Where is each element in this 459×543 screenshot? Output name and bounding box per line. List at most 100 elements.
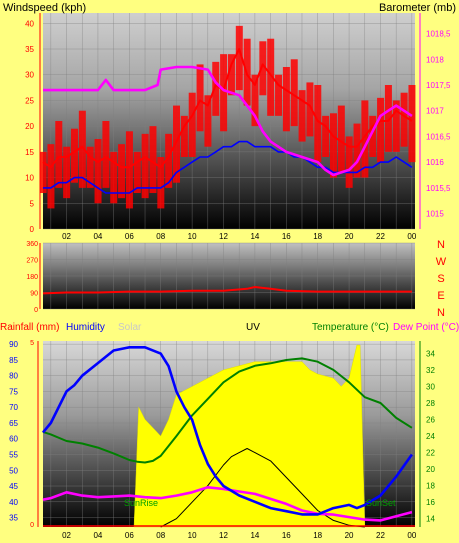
gust-bar [384, 85, 392, 152]
gust-bar [39, 151, 47, 193]
temperature-tick-label: 26 [426, 416, 435, 425]
legend-entry: Solar [118, 322, 142, 333]
temperature-tick-label: 24 [426, 432, 435, 441]
solar-area [133, 344, 366, 528]
rain-tick-label: 5 [30, 340, 34, 347]
barometer-tick-label: 1015 [426, 210, 444, 219]
gust-bar [110, 151, 118, 204]
x-tick-label: 02 [62, 531, 71, 540]
sunrise-annotation: SunRise [124, 498, 158, 508]
rain-axis-ticks: 05 [30, 340, 39, 529]
x-tick-label: 16 [282, 232, 291, 241]
barometer-tick-label: 1016 [426, 158, 444, 167]
x-tick-label: 16 [282, 531, 291, 540]
x-tick-label: 10 [188, 531, 197, 540]
humidity-tick-label: 50 [9, 466, 18, 475]
wind-series [39, 25, 416, 209]
windspeed-tick-label: 0 [30, 225, 35, 234]
direction-series [42, 286, 412, 295]
gust-bar [86, 146, 94, 188]
x-tick-label: 22 [376, 531, 385, 540]
x-tick-label: 18 [313, 531, 322, 540]
humidity-tick-label: 75 [9, 387, 18, 396]
gust-bar [267, 38, 275, 116]
gust-bar [377, 97, 385, 163]
windspeed-tick-label: 40 [25, 19, 34, 28]
gust-bar [290, 59, 298, 127]
x-tick-label: 12 [219, 531, 228, 540]
x-tick-label: 06 [125, 232, 134, 241]
gust-bar [235, 25, 243, 91]
rain-tick-label: 0 [30, 522, 34, 529]
gust-bar [322, 115, 330, 157]
legend-entry: Humidity [66, 322, 105, 333]
windspeed-axis-label: Windspeed (kph) [3, 2, 86, 14]
legend-entry: Temperature (°C) [312, 322, 389, 333]
gust-bar [55, 121, 63, 188]
climate-legend: Rainfall (mm) Humidity Solar UV Temperature … [0, 322, 459, 333]
humidity-tick-label: 90 [9, 340, 18, 349]
barometer-line [43, 65, 413, 177]
windspeed-tick-label: 10 [25, 174, 34, 183]
gust-bar [118, 144, 126, 199]
compass-label: E [437, 290, 444, 302]
humidity-tick-label: 85 [9, 356, 18, 365]
gust-bar [141, 133, 149, 199]
gust-bar [282, 67, 290, 132]
temperature-tick-label: 18 [426, 482, 435, 491]
direction-tick-label: 360 [26, 241, 38, 248]
compass-label: N [437, 307, 445, 319]
humidity-tick-label: 70 [9, 403, 18, 412]
barometer-y-ticks: 1015 1015,5 1016 1016,5 1017 1017,5 1018 1018,5 [419, 13, 451, 229]
x-tick-label: 04 [93, 531, 102, 540]
gust-bar [220, 54, 228, 132]
x-tick-label: 12 [219, 232, 228, 241]
humidity-tick-label: 45 [9, 482, 18, 491]
humidity-tick-label: 80 [9, 372, 18, 381]
x-tick-label: 20 [345, 232, 354, 241]
x-tick-label: 20 [345, 531, 354, 540]
gust-bar [94, 139, 102, 204]
gust-bar [408, 85, 416, 163]
x-tick-label: 08 [156, 232, 165, 241]
gust-bar [47, 144, 55, 209]
barometer-tick-label: 1018,5 [426, 30, 451, 39]
temperature-tick-label: 28 [426, 399, 435, 408]
gust-bar [149, 126, 157, 193]
x-tick-label: 00 [407, 232, 416, 241]
barometer-tick-label: 1015,5 [426, 184, 451, 193]
compass-label: W [436, 256, 447, 268]
gust-bar [180, 115, 188, 157]
x-tick-label: 06 [125, 531, 134, 540]
gust-bar [275, 74, 283, 116]
x-tick-label: 14 [250, 232, 259, 241]
gust-bar [173, 105, 181, 183]
temperature-tick-label: 20 [426, 465, 435, 474]
dewpoint-line [42, 485, 413, 522]
direction-tick-label: 270 [26, 258, 38, 265]
gust-bar [227, 54, 235, 96]
gust-bar [306, 82, 314, 137]
windspeed-tick-label: 25 [25, 96, 34, 105]
temperature-tick-label: 16 [426, 498, 435, 507]
humidity-tick-label: 40 [9, 498, 18, 507]
x-tick-label: 14 [250, 531, 259, 540]
temperature-tick-label: 22 [426, 449, 435, 458]
gust-bar [337, 105, 345, 173]
barometer-tick-label: 1017 [426, 107, 444, 116]
gust-bar [157, 157, 165, 209]
gust-bar [212, 61, 220, 116]
x-tick-label: 02 [62, 232, 71, 241]
gust-bar [204, 95, 212, 147]
barometer-tick-label: 1018 [426, 55, 444, 64]
wind-x-ticks: 02 04 06 08 10 12 14 16 18 20 22 00 [62, 232, 417, 241]
gust-bar [345, 136, 353, 188]
gust-line [42, 48, 413, 169]
x-tick-label: 00 [407, 531, 416, 540]
average-wind-line [43, 140, 413, 194]
temperature-tick-label: 32 [426, 366, 435, 375]
windspeed-tick-label: 5 [30, 199, 35, 208]
